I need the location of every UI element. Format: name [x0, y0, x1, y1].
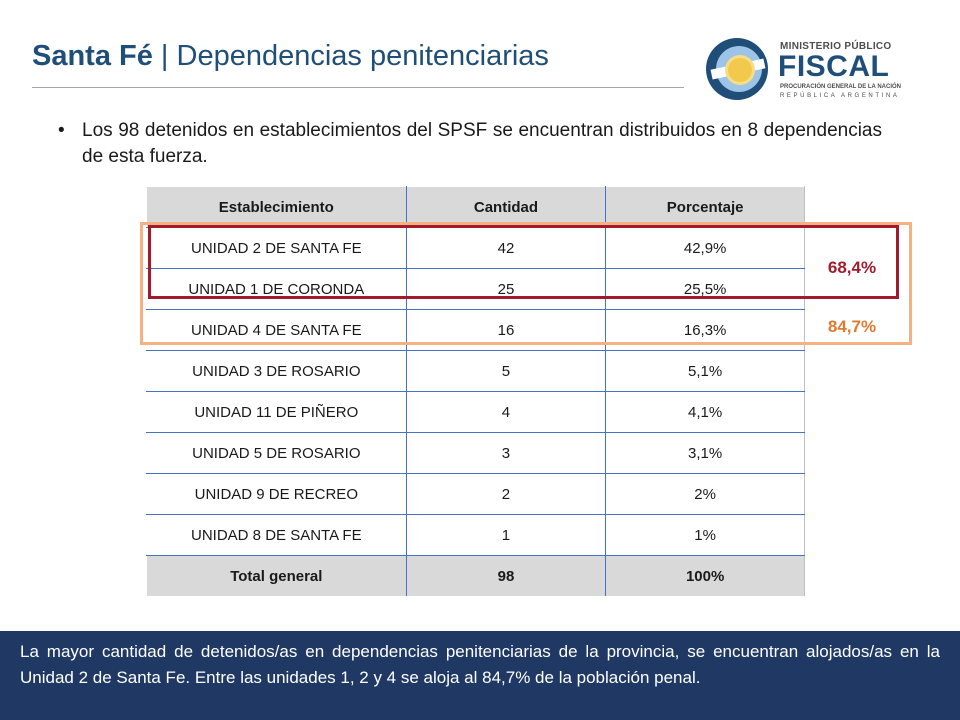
cell-establecimiento: UNIDAD 2 DE SANTA FE — [146, 227, 407, 269]
header-porcentaje: Porcentaje — [605, 186, 805, 228]
cell-cantidad: 25 — [405, 268, 607, 310]
cell-establecimiento: UNIDAD 8 DE SANTA FE — [146, 514, 407, 556]
cell-establecimiento: UNIDAD 9 DE RECREO — [146, 473, 407, 515]
table-row: UNIDAD 2 DE SANTA FE 42 42,9% — [146, 227, 805, 269]
table-header-row: Establecimiento Cantidad Porcentaje — [146, 186, 805, 228]
total-cantidad: 98 — [405, 555, 607, 597]
highlight-box-top-three — [140, 222, 912, 345]
table-row: UNIDAD 3 DE ROSARIO 5 5,1% — [146, 350, 805, 392]
logo-line-1: MINISTERIO PÚBLICO — [780, 41, 892, 52]
cell-establecimiento: UNIDAD 1 DE CORONDA — [146, 268, 407, 310]
bullet-text: Los 98 detenidos en establecimientos del… — [82, 120, 882, 167]
cell-porcentaje: 1% — [605, 514, 805, 556]
establishments-table: Establecimiento Cantidad Porcentaje UNID… — [146, 186, 805, 597]
cell-porcentaje: 4,1% — [605, 391, 805, 433]
summary-banner: La mayor cantidad de detenidos/as en dep… — [0, 631, 960, 720]
top-two-percentage: 68,4% — [827, 258, 877, 277]
cell-establecimiento: UNIDAD 3 DE ROSARIO — [146, 350, 407, 392]
cell-cantidad: 3 — [405, 432, 607, 474]
total-label: Total general — [146, 555, 407, 597]
bullet-icon: • — [58, 120, 65, 141]
cell-cantidad: 2 — [405, 473, 607, 515]
cell-establecimiento: UNIDAD 5 DE ROSARIO — [146, 432, 407, 474]
page-title: Santa Fé | Dependencias penitenciarias — [32, 40, 549, 73]
cell-cantidad: 42 — [405, 227, 607, 269]
highlight-box-top-two — [148, 225, 899, 299]
page-title-bold: Santa Fé — [32, 40, 153, 72]
total-porcentaje: 100% — [605, 555, 805, 597]
argentina-sun-icon — [706, 38, 768, 100]
cell-cantidad: 4 — [405, 391, 607, 433]
table-row: UNIDAD 1 DE CORONDA 25 25,5% — [146, 268, 805, 310]
table-row: UNIDAD 5 DE ROSARIO 3 3,1% — [146, 432, 805, 474]
header-cantidad: Cantidad — [405, 186, 607, 228]
cell-cantidad: 5 — [405, 350, 607, 392]
cell-porcentaje: 25,5% — [605, 268, 805, 310]
cell-cantidad: 1 — [405, 514, 607, 556]
logo-line-4: REPÚBLICA ARGENTINA — [780, 93, 900, 99]
top-three-percentage: 84,7% — [827, 317, 877, 336]
cell-establecimiento: UNIDAD 11 DE PIÑERO — [146, 391, 407, 433]
cell-porcentaje: 2% — [605, 473, 805, 515]
logo-line-2: FISCAL — [778, 50, 890, 83]
ministerio-publico-fiscal-logo: MINISTERIO PÚBLICO FISCAL PROCURACIÓN GE… — [706, 36, 901, 106]
cell-porcentaje: 5,1% — [605, 350, 805, 392]
cell-porcentaje: 42,9% — [605, 227, 805, 269]
table-total-row: Total general 98 100% — [146, 555, 805, 597]
table-row: UNIDAD 8 DE SANTA FE 1 1% — [146, 514, 805, 556]
cell-porcentaje: 3,1% — [605, 432, 805, 474]
summary-text: La mayor cantidad de detenidos/as en dep… — [20, 642, 940, 687]
table-row: UNIDAD 11 DE PIÑERO 4 4,1% — [146, 391, 805, 433]
page-title-rest: | Dependencias penitenciarias — [152, 40, 549, 72]
header-establecimiento: Establecimiento — [146, 186, 407, 228]
title-divider — [32, 87, 684, 88]
table-row: UNIDAD 9 DE RECREO 2 2% — [146, 473, 805, 515]
logo-line-3: PROCURACIÓN GENERAL DE LA NACIÓN — [780, 84, 902, 90]
bullet-point: • Los 98 detenidos en establecimientos d… — [58, 118, 882, 170]
